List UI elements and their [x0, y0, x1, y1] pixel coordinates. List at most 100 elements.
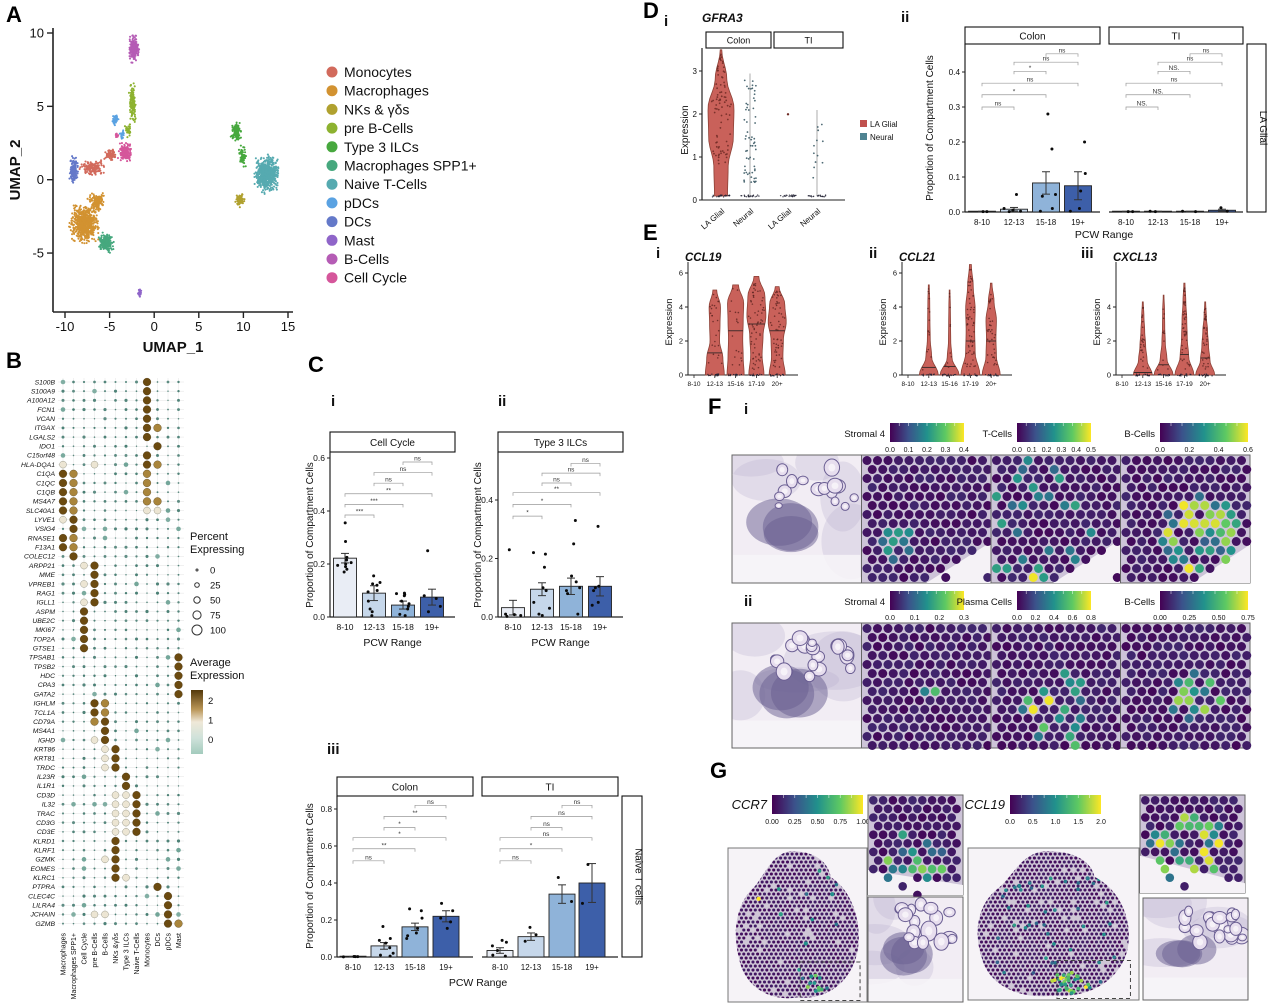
svg-text:Type 3 ILCs: Type 3 ILCs	[534, 438, 587, 449]
svg-text:0.6: 0.6	[321, 842, 333, 851]
svg-text:Macrophages SPP1+: Macrophages SPP1+	[71, 933, 78, 999]
svg-text:*: *	[1029, 65, 1032, 72]
svg-text:20+: 20+	[986, 381, 997, 388]
svg-text:Cell Cycle: Cell Cycle	[82, 933, 89, 965]
svg-text:ASPM: ASPM	[35, 609, 56, 616]
svg-text:4: 4	[893, 303, 897, 312]
svg-text:PCW Range: PCW Range	[449, 977, 508, 989]
svg-text:8-10: 8-10	[974, 218, 991, 227]
panel-label-c: C	[308, 352, 324, 377]
svg-text:Macrophages: Macrophages	[344, 83, 429, 99]
svg-text:COLEC12: COLEC12	[24, 554, 55, 561]
hexbin-tile	[1139, 794, 1246, 894]
svg-text:IL32: IL32	[42, 802, 55, 809]
svg-text:LILRA4: LILRA4	[32, 903, 55, 910]
svg-text:KRT86: KRT86	[34, 747, 55, 754]
svg-text:17-19: 17-19	[962, 381, 979, 388]
svg-text:Neural: Neural	[731, 207, 755, 229]
panel-e-violin-i: CCL19 Expression 0 2 4 6 8-10 12-13 15-16 17-19 20…	[664, 252, 798, 388]
svg-text:ARPP21: ARPP21	[28, 563, 55, 570]
histology-tile	[731, 622, 862, 749]
svg-text:-5: -5	[32, 246, 44, 261]
umap-points	[68, 34, 280, 298]
svg-text:20+: 20+	[772, 381, 783, 388]
svg-text:Colon: Colon	[1019, 32, 1045, 43]
svg-text:ns: ns	[1187, 56, 1195, 63]
svg-text:LA Glial: LA Glial	[766, 206, 793, 231]
svg-text:Monocytes: Monocytes	[344, 64, 412, 80]
svg-text:19+: 19+	[585, 963, 599, 972]
svg-text:8-10: 8-10	[1115, 381, 1128, 388]
svg-text:0.4: 0.4	[949, 68, 961, 77]
svg-text:12-13: 12-13	[1148, 218, 1169, 227]
svg-text:KLRD1: KLRD1	[33, 838, 55, 845]
svg-text:PTPRA: PTPRA	[32, 884, 55, 891]
svg-text:S100B: S100B	[35, 379, 56, 386]
panel-label-f: F	[708, 394, 722, 419]
svg-text:VSIG4: VSIG4	[35, 526, 55, 533]
svg-text:Expression: Expression	[878, 299, 889, 346]
svg-text:LGALS2: LGALS2	[29, 434, 55, 441]
svg-text:12-13: 12-13	[1004, 218, 1025, 227]
svg-text:12-13: 12-13	[920, 381, 937, 388]
svg-text:12-13: 12-13	[1134, 381, 1151, 388]
svg-text:ns: ns	[558, 810, 566, 817]
umap-legend: Monocytes Macrophages NKs & γδs pre B-Cells…	[326, 64, 477, 286]
svg-text:Colon: Colon	[392, 783, 418, 794]
svg-text:12-13: 12-13	[706, 381, 723, 388]
svg-text:15-18: 15-18	[552, 963, 573, 972]
numeral-f-ii: ii	[744, 593, 753, 610]
svg-text:ns: ns	[1043, 56, 1051, 63]
svg-text:19+: 19+	[1215, 218, 1229, 227]
svg-text:4: 4	[679, 303, 683, 312]
svg-text:8-10: 8-10	[492, 963, 509, 972]
svg-text:100: 100	[210, 626, 226, 637]
svg-text:ns: ns	[1059, 47, 1067, 54]
dotplot-gene-labels: S100B S100A9 A100A12 FCN1 VCAN ITGAX LGALS2 IDO…	[21, 379, 55, 928]
svg-text:0: 0	[151, 319, 158, 334]
svg-text:8-10: 8-10	[1118, 218, 1135, 227]
svg-text:15-16: 15-16	[1155, 381, 1172, 388]
svg-text:15-18: 15-18	[1180, 218, 1201, 227]
svg-text:2: 2	[1107, 337, 1111, 346]
dotplot-celltype-labels: Macrophages Macrophages SPP1+ Cell Cycle pr…	[61, 933, 184, 1000]
svg-text:0.2: 0.2	[321, 916, 333, 925]
svg-text:12-13: 12-13	[521, 963, 542, 972]
svg-text:JCHAIN: JCHAIN	[29, 912, 55, 919]
svg-text:0: 0	[1107, 371, 1111, 380]
svg-text:Naive T-Cells: Naive T-Cells	[344, 176, 427, 192]
svg-text:0.0: 0.0	[313, 612, 325, 622]
svg-text:8-10: 8-10	[687, 381, 700, 388]
svg-text:HDC: HDC	[40, 673, 55, 680]
svg-text:*: *	[541, 498, 544, 505]
svg-text:pDCs: pDCs	[344, 195, 379, 211]
svg-text:1: 1	[693, 153, 698, 162]
svg-text:Proportion of Compartment Cell: Proportion of Compartment Cells	[305, 462, 316, 608]
svg-text:0.0: 0.0	[949, 208, 961, 217]
svg-text:IGHLM: IGHLM	[33, 701, 55, 708]
svg-text:Proportion of Compartment Cell: Proportion of Compartment Cells	[473, 462, 484, 608]
numeral-c-i: i	[331, 393, 336, 410]
numeral-c-ii: ii	[498, 393, 507, 410]
svg-text:B-Cells: B-Cells	[103, 933, 110, 956]
svg-text:C15orf48: C15orf48	[27, 453, 55, 460]
svg-text:TI: TI	[546, 783, 555, 794]
svg-text:1: 1	[208, 716, 213, 727]
svg-text:0.2: 0.2	[949, 138, 961, 147]
svg-text:15-18: 15-18	[1036, 218, 1057, 227]
svg-text:25: 25	[210, 581, 221, 592]
svg-text:TI: TI	[805, 36, 813, 46]
gfra3-legend: LA Glial Neural	[860, 120, 898, 142]
dotplot-dots	[58, 377, 183, 928]
svg-text:CCL21: CCL21	[899, 252, 935, 264]
svg-text:Type 3 ILCs: Type 3 ILCs	[124, 933, 131, 971]
panel-label-e: E	[643, 220, 658, 245]
svg-text:TI: TI	[1172, 32, 1181, 43]
svg-text:CD79A: CD79A	[33, 719, 55, 726]
